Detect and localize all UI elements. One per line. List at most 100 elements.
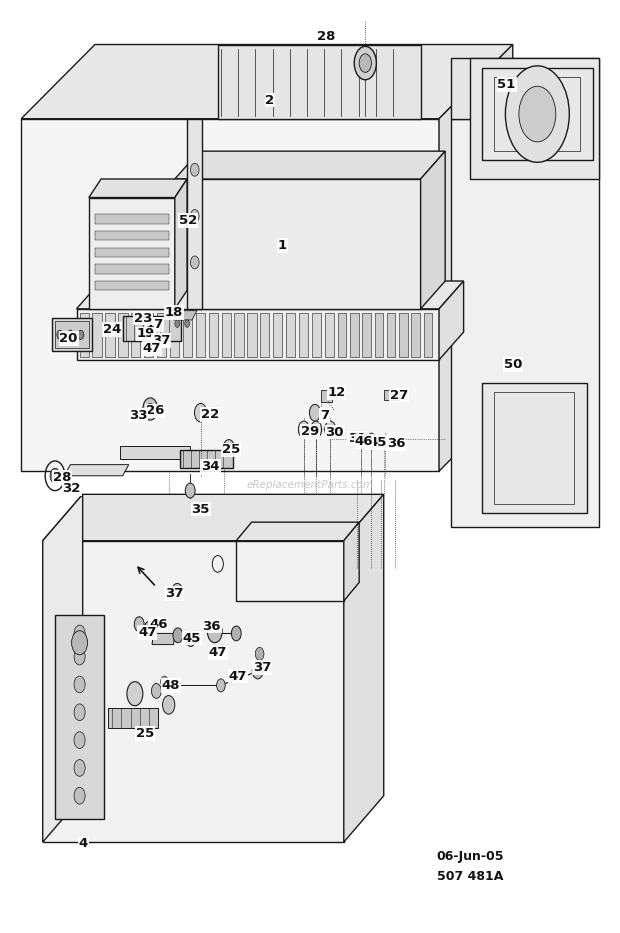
Text: 12: 12 (327, 386, 345, 398)
Polygon shape (236, 541, 344, 601)
Circle shape (71, 631, 87, 655)
Circle shape (74, 648, 85, 665)
Text: 32: 32 (63, 482, 81, 495)
Text: 4: 4 (79, 838, 88, 851)
Polygon shape (21, 118, 439, 471)
Circle shape (382, 436, 388, 445)
Circle shape (185, 483, 195, 498)
Text: 29: 29 (301, 425, 319, 438)
Circle shape (74, 787, 85, 804)
Text: 46: 46 (149, 618, 167, 631)
Circle shape (74, 759, 85, 776)
Polygon shape (105, 313, 115, 357)
Text: 51: 51 (497, 77, 516, 91)
Circle shape (190, 256, 199, 269)
Polygon shape (43, 494, 384, 541)
Polygon shape (338, 313, 346, 357)
Circle shape (172, 583, 183, 600)
Text: 37: 37 (152, 334, 171, 347)
Text: 27: 27 (390, 388, 408, 401)
Circle shape (151, 684, 161, 699)
Polygon shape (55, 615, 104, 819)
Polygon shape (420, 151, 445, 309)
Polygon shape (439, 45, 513, 471)
Text: 45: 45 (368, 436, 387, 449)
Text: 17: 17 (146, 318, 164, 331)
Polygon shape (120, 446, 190, 459)
Circle shape (357, 433, 365, 444)
Polygon shape (95, 231, 169, 240)
Text: 24: 24 (103, 323, 122, 336)
Text: 25: 25 (136, 727, 154, 740)
Text: 28: 28 (317, 30, 335, 43)
Polygon shape (144, 313, 153, 357)
Polygon shape (451, 118, 599, 527)
Polygon shape (470, 59, 599, 179)
Text: 37: 37 (165, 587, 184, 600)
Circle shape (78, 330, 84, 340)
Circle shape (359, 54, 371, 73)
Text: 28: 28 (53, 471, 71, 484)
Circle shape (161, 676, 168, 688)
Text: 47: 47 (143, 342, 161, 355)
Circle shape (135, 617, 144, 632)
Text: 52: 52 (179, 215, 197, 228)
Circle shape (223, 439, 234, 456)
Polygon shape (43, 541, 344, 842)
Text: 23: 23 (134, 312, 152, 325)
Text: 7: 7 (320, 409, 329, 422)
Polygon shape (157, 313, 166, 357)
Circle shape (311, 421, 322, 438)
Polygon shape (439, 281, 464, 360)
Polygon shape (175, 179, 187, 309)
Text: 45: 45 (183, 632, 202, 645)
Text: 1: 1 (278, 239, 287, 252)
Polygon shape (79, 313, 89, 357)
Polygon shape (321, 389, 332, 401)
Polygon shape (221, 313, 231, 357)
Text: 26: 26 (146, 404, 164, 417)
Circle shape (144, 621, 154, 636)
Circle shape (185, 320, 190, 327)
Circle shape (216, 679, 225, 692)
Polygon shape (92, 313, 102, 357)
Polygon shape (89, 198, 175, 309)
Polygon shape (43, 494, 82, 842)
Polygon shape (399, 313, 408, 357)
Polygon shape (273, 313, 282, 357)
Polygon shape (344, 494, 384, 842)
Text: 36: 36 (203, 620, 221, 633)
Polygon shape (52, 318, 92, 351)
Polygon shape (387, 313, 396, 357)
Circle shape (231, 626, 241, 641)
Circle shape (146, 403, 154, 414)
Circle shape (207, 620, 222, 643)
Circle shape (186, 632, 196, 647)
Polygon shape (174, 311, 197, 320)
Circle shape (50, 468, 60, 483)
Polygon shape (89, 179, 187, 198)
Circle shape (190, 163, 199, 176)
Polygon shape (180, 450, 233, 468)
Circle shape (127, 682, 143, 705)
Circle shape (505, 66, 569, 162)
Text: 06-Jun-05: 06-Jun-05 (436, 850, 503, 862)
Circle shape (57, 330, 63, 340)
Polygon shape (412, 313, 420, 357)
Text: 2: 2 (265, 93, 275, 106)
Circle shape (325, 421, 336, 438)
Circle shape (195, 403, 207, 422)
Circle shape (143, 397, 157, 420)
Polygon shape (482, 383, 587, 513)
Text: 33: 33 (129, 409, 147, 422)
Polygon shape (131, 313, 140, 357)
Text: 25: 25 (222, 443, 241, 456)
Circle shape (368, 433, 375, 444)
Circle shape (354, 47, 376, 79)
Polygon shape (247, 313, 257, 357)
Circle shape (74, 625, 85, 642)
Polygon shape (95, 215, 169, 224)
Polygon shape (286, 313, 295, 357)
Polygon shape (183, 313, 192, 357)
Polygon shape (384, 390, 399, 399)
